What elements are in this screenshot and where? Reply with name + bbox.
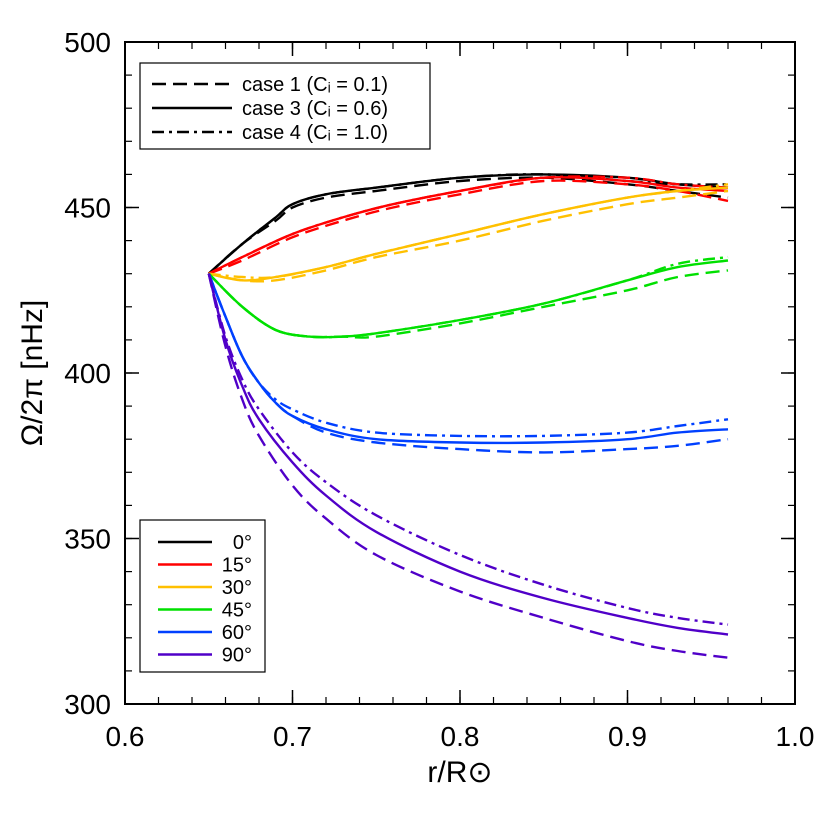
latitude-legend-entries: 0°15°30°45°60°90°	[158, 532, 252, 667]
y-tick-label: 400	[64, 358, 111, 389]
x-tick-label: 0.7	[273, 721, 312, 752]
y-tick-label: 350	[64, 524, 111, 555]
case-legend-entries: case 1 (Cᵢ = 0.1)case 3 (Cᵢ = 0.6)case 4…	[152, 74, 388, 144]
y-tick-label: 450	[64, 193, 111, 224]
latitude-legend-label: 15°	[222, 555, 252, 577]
series-line-30deg-case1	[208, 189, 729, 283]
case-legend-label: case 1 (Cᵢ = 0.1)	[242, 74, 388, 96]
latitude-legend: 0°15°30°45°60°90°	[139, 519, 266, 673]
series-line-60deg-case1	[207, 273, 729, 454]
series-line-90deg-case1	[207, 273, 729, 659]
series-line-90deg-case4	[207, 273, 729, 626]
latitude-legend-label: 90°	[222, 645, 252, 667]
y-axis-title: Ω/2π [nHz]	[16, 300, 49, 447]
latitude-legend-label: 45°	[222, 600, 252, 622]
series-line-15deg-case3	[208, 176, 729, 275]
series-line-45deg-case1	[207, 269, 729, 339]
latitude-legend-label: 60°	[222, 622, 252, 644]
series-line-60deg-case3	[207, 273, 729, 445]
tick-labels: 0.6 0.7 0.8 0.9 1.0 300 350 400 450 500	[64, 27, 814, 752]
case-legend-box	[139, 62, 431, 150]
case-legend-label: case 3 (Cᵢ = 0.6)	[242, 98, 388, 120]
x-axis-title: r/R⊙	[427, 756, 492, 789]
latitude-legend-label: 0°	[233, 532, 252, 554]
series-line-90deg-case3	[207, 273, 729, 636]
y-tick-label: 500	[64, 27, 111, 58]
latitude-legend-box	[139, 519, 266, 673]
x-tick-label: 0.8	[441, 721, 480, 752]
series-line-45deg-case4	[207, 255, 729, 339]
series-line-30deg-case4	[208, 183, 729, 280]
case-legend: case 1 (Cᵢ = 0.1)case 3 (Cᵢ = 0.6)case 4…	[139, 62, 431, 150]
axis-ticks	[124, 41, 796, 705]
x-tick-label: 0.6	[106, 721, 145, 752]
series-line-15deg-case4	[208, 175, 729, 275]
series-lines	[207, 173, 729, 659]
case-legend-label: case 4 (Cᵢ = 1.0)	[242, 122, 388, 144]
x-tick-label: 0.9	[608, 721, 647, 752]
y-tick-label: 300	[64, 689, 111, 720]
series-line-45deg-case3	[207, 259, 729, 339]
x-tick-label: 1.0	[776, 721, 815, 752]
series-line-15deg-case1	[208, 179, 729, 275]
series-line-60deg-case4	[207, 273, 729, 438]
latitude-legend-label: 30°	[222, 577, 252, 599]
